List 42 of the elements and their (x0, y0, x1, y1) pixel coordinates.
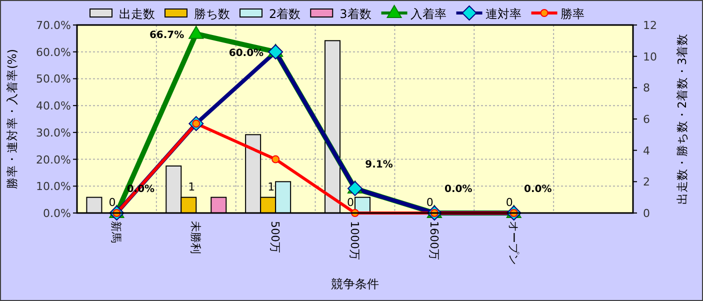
y-axis-title: 勝率・連対率・入着率(%) (5, 49, 19, 189)
y-tick-label: 60.0% (36, 46, 71, 59)
data-label: 0.0% (444, 184, 472, 195)
y2-tick-label: 4 (643, 144, 650, 158)
x-tick-label: オープン (506, 221, 520, 265)
data-label: 0 (347, 196, 354, 209)
y2-tick-label: 0 (643, 207, 650, 220)
data-label: 1 (188, 180, 196, 194)
y-tick-label: 10.0% (36, 180, 71, 194)
y-tick-label: 40.0% (36, 100, 71, 113)
legend-label: 入着率 (410, 7, 446, 21)
data-label: 60.0% (228, 48, 264, 59)
y2-axis-title: 出走数・勝ち数・2着数・3着数 (675, 34, 689, 204)
x-tick-label: 未勝利 (189, 221, 202, 254)
data-label: 66.7% (149, 30, 184, 41)
data-label: 0 (426, 196, 434, 209)
legend-label: 連対率 (485, 7, 522, 21)
legend-label: 2着数 (269, 7, 301, 21)
y2-tick-label: 6 (643, 113, 650, 126)
x-tick-label: 新馬 (110, 221, 123, 243)
y2-tick-label: 2 (643, 176, 650, 189)
x-tick-label: 500万 (268, 221, 282, 253)
data-label: 1 (268, 180, 275, 194)
data-label: 9.1% (365, 160, 393, 171)
x-tick-label: 1600万 (427, 221, 440, 260)
legend-label: 勝率 (560, 7, 584, 21)
y-tick-label: 30.0% (36, 126, 71, 140)
y-tick-label: 50.0% (36, 72, 71, 86)
data-label: 0.0% (524, 184, 552, 195)
y-tick-label: 20.0% (36, 153, 71, 166)
x-tick-label: 1000万 (348, 221, 361, 260)
y2-tick-label: 10 (643, 50, 657, 64)
legend-label: 出走数 (119, 7, 155, 21)
data-label: 0 (108, 196, 116, 209)
y-tick-label: 70.0% (36, 19, 71, 32)
x-axis-title: 競争条件 (331, 277, 379, 291)
y-tick-label: 0.0% (43, 207, 71, 220)
legend-label: 勝ち数 (194, 7, 230, 21)
data-label: 0 (506, 196, 513, 209)
y2-tick-label: 12 (643, 19, 657, 32)
y2-tick-label: 8 (643, 82, 650, 95)
legend-label: 3着数 (340, 7, 372, 21)
